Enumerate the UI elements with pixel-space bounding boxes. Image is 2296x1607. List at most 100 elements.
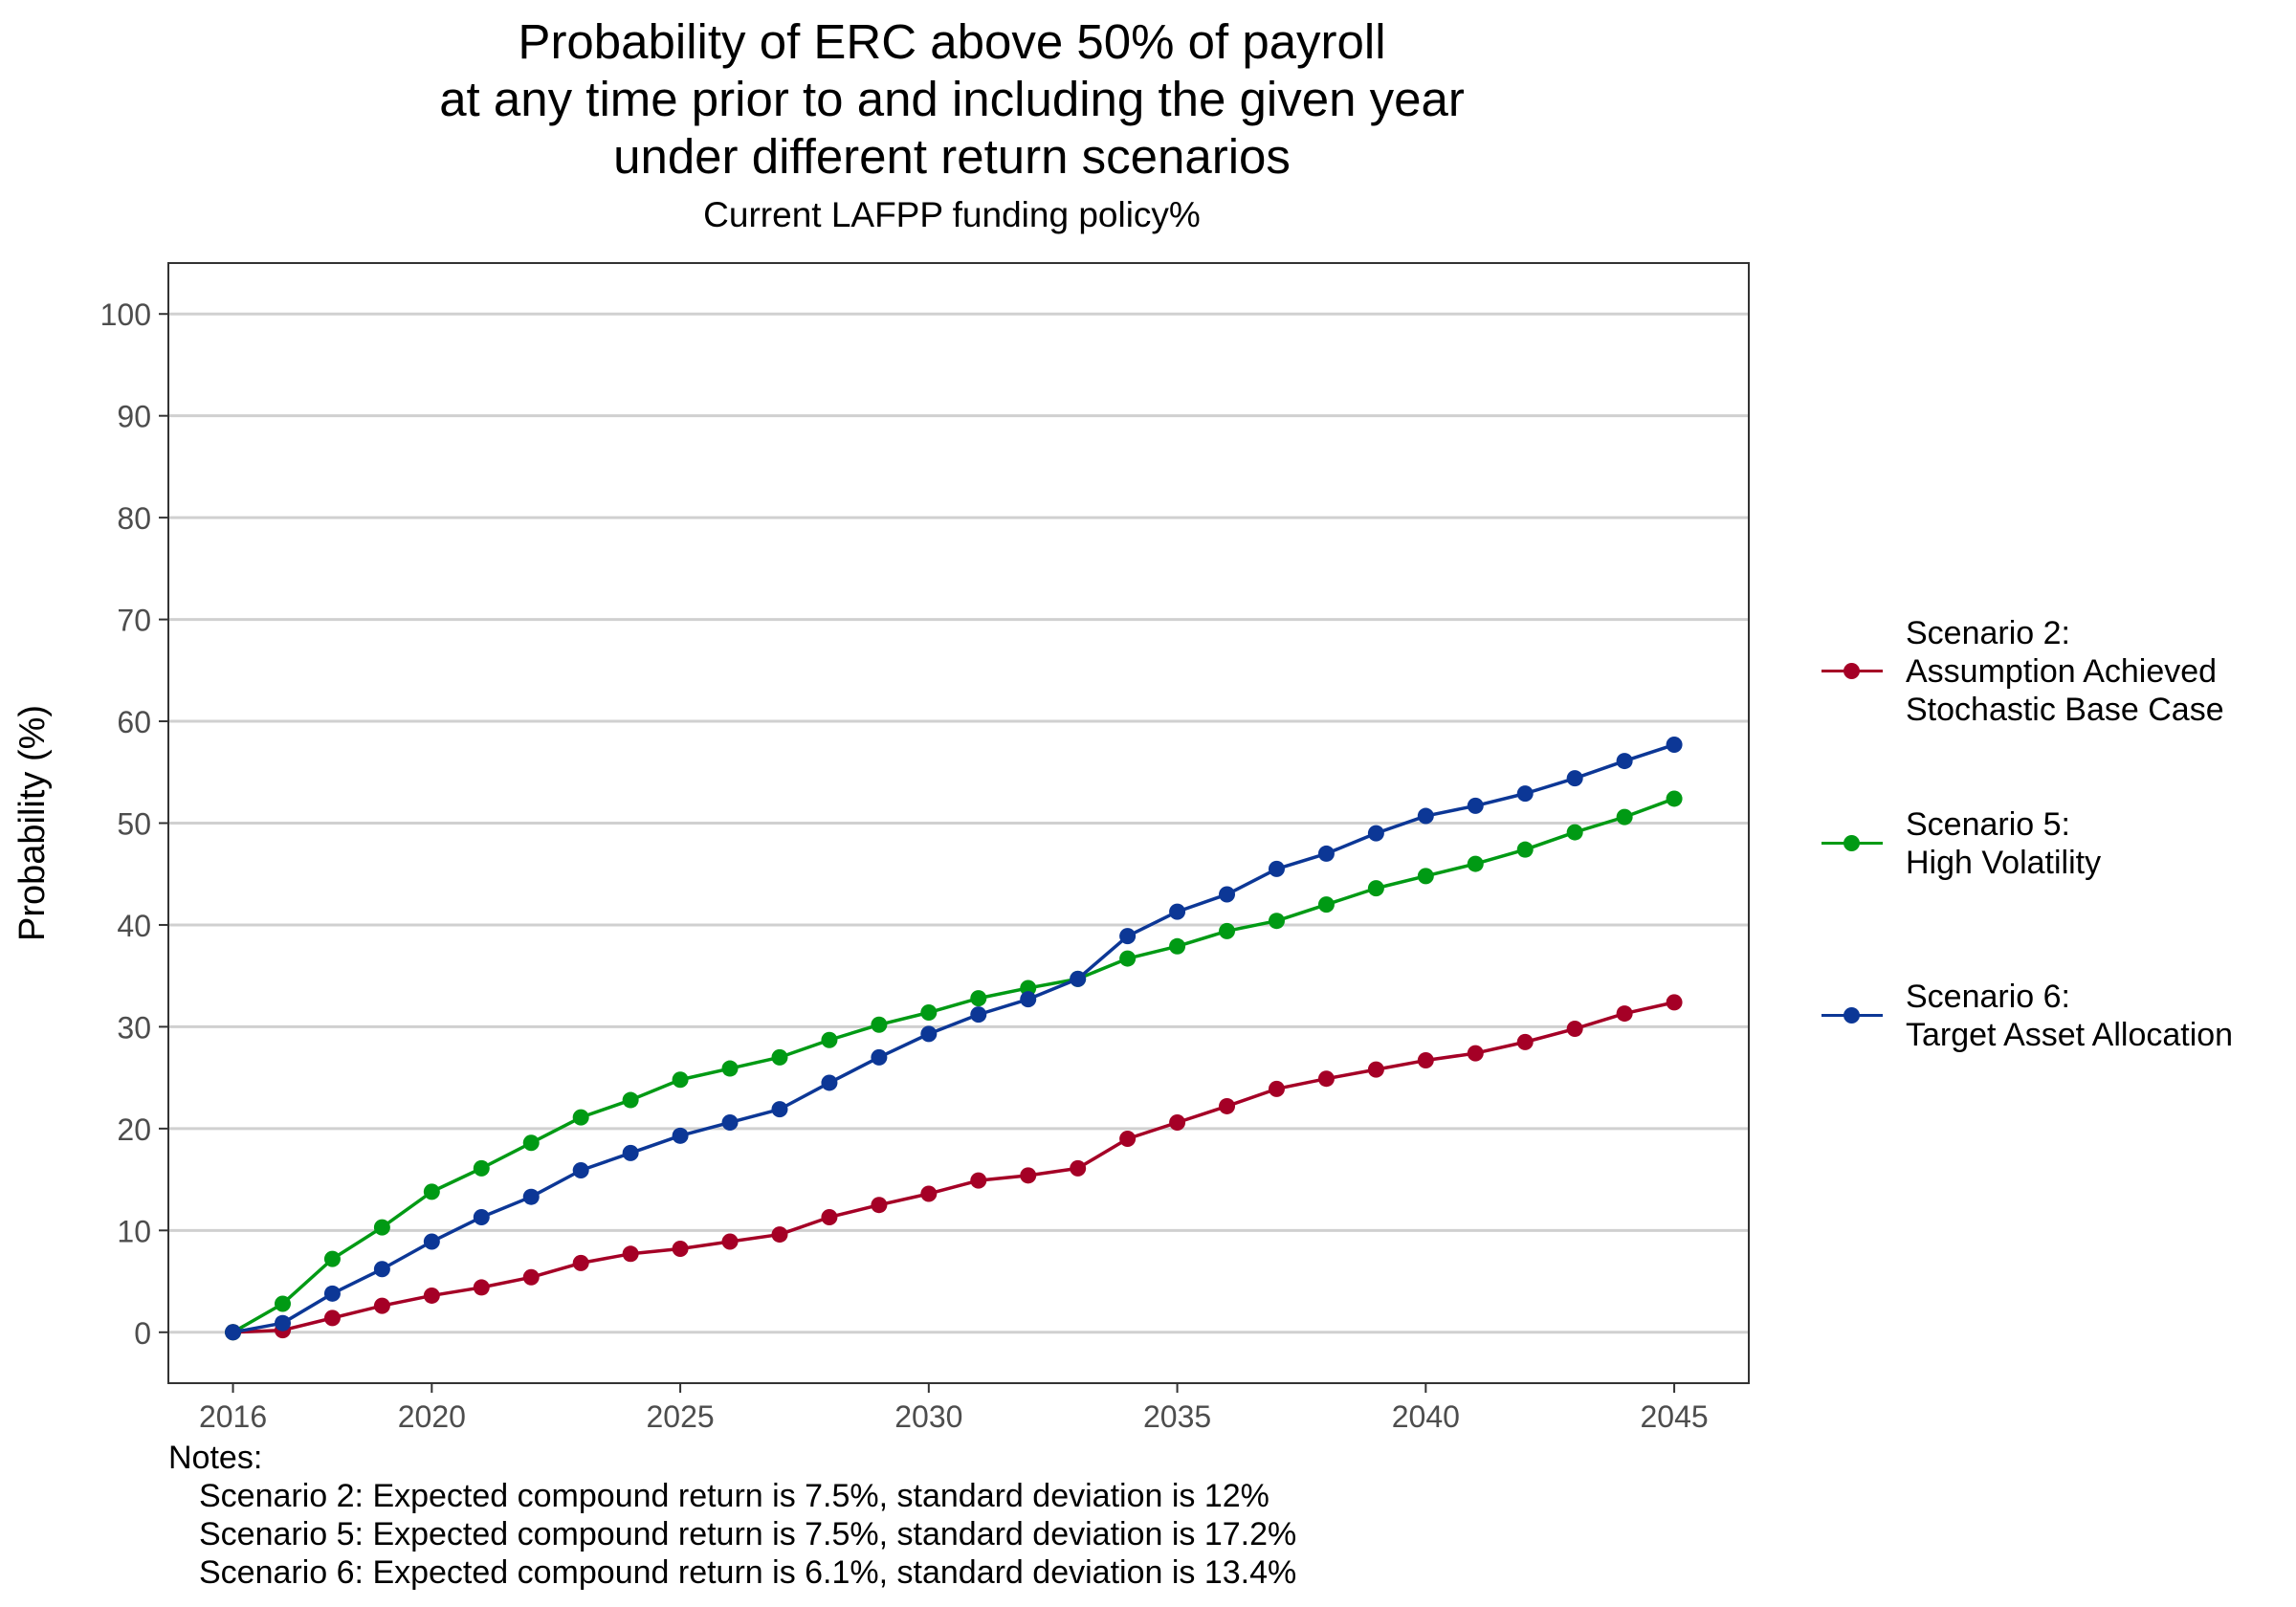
legend-label-line: Scenario 2:: [1906, 615, 2070, 651]
data-point: [1119, 1131, 1137, 1148]
data-point: [225, 1324, 242, 1341]
series-line-1: [232, 797, 1675, 1334]
data-point: [1616, 1005, 1633, 1023]
data-point: [721, 1113, 739, 1131]
x-tick-label: 2030: [894, 1399, 962, 1434]
data-point: [1119, 928, 1137, 945]
data-point: [1666, 790, 1683, 807]
x-tick-label: 2045: [1640, 1399, 1708, 1434]
chart-title-line-1: Probability of ERC above 50% of payroll: [518, 14, 1386, 69]
data-point: [1367, 880, 1384, 897]
data-point: [473, 1279, 490, 1296]
chart-title-line-3: under different return scenarios: [613, 129, 1291, 184]
data-point: [622, 1091, 639, 1109]
legend-label-line: Scenario 6:: [1906, 979, 2070, 1015]
data-point: [423, 1287, 440, 1304]
data-point: [423, 1183, 440, 1200]
gridlines: [168, 312, 1749, 1334]
data-point: [970, 1172, 987, 1189]
data-point: [1516, 785, 1534, 803]
legend-label-line: Target Asset Allocation: [1906, 1017, 2234, 1053]
legend-label-line: Assumption Achieved: [1906, 653, 2218, 690]
data-point: [1516, 841, 1534, 858]
data-point: [1467, 855, 1484, 872]
data-point: [1020, 1167, 1037, 1184]
data-point: [1317, 845, 1335, 862]
data-point: [1666, 994, 1683, 1011]
data-point: [323, 1250, 341, 1267]
data-point: [871, 1048, 888, 1066]
x-tick-label: 2025: [646, 1399, 714, 1434]
legend-label-line: High Volatility: [1906, 845, 2102, 881]
data-point: [1070, 1159, 1087, 1177]
data-point: [1268, 860, 1285, 877]
data-point: [1070, 970, 1087, 987]
data-point: [821, 1208, 838, 1225]
data-point: [672, 1240, 689, 1257]
legend-label-scenario-2: Scenario 2: Assumption Achieved Stochast…: [1906, 614, 2224, 729]
y-tick-label: 30: [117, 1010, 151, 1045]
y-tick-label: 60: [117, 705, 151, 739]
data-point: [871, 1197, 888, 1214]
legend-key-scenario-2: [1818, 652, 1887, 691]
data-point: [721, 1060, 739, 1077]
data-point: [473, 1159, 490, 1177]
data-point: [1268, 913, 1285, 930]
data-point: [1666, 737, 1683, 754]
series-layer: [225, 737, 1683, 1341]
legend-key-scenario-5: [1818, 825, 1887, 863]
data-point: [672, 1071, 689, 1089]
data-point: [721, 1233, 739, 1250]
x-tick-label: 2040: [1392, 1399, 1460, 1434]
legend-label-scenario-6: Scenario 6: Target Asset Allocation: [1906, 978, 2233, 1054]
data-point: [1417, 807, 1434, 825]
data-point: [1219, 922, 1236, 939]
data-point: [1566, 824, 1583, 841]
y-tick-label: 20: [117, 1112, 151, 1147]
data-point: [1268, 1080, 1285, 1097]
data-point: [871, 1016, 888, 1033]
data-point: [821, 1031, 838, 1048]
legend-label-line: Scenario 5:: [1906, 806, 2070, 843]
data-point: [771, 1048, 788, 1066]
y-tick-label: 0: [134, 1316, 151, 1351]
data-point: [1367, 825, 1384, 842]
data-point: [1169, 937, 1186, 955]
data-point: [1219, 886, 1236, 903]
x-tick-label: 2035: [1143, 1399, 1211, 1434]
data-point: [821, 1074, 838, 1091]
data-point: [1516, 1033, 1534, 1050]
note-line-scenario-5: Scenario 5: Expected compound return is …: [199, 1516, 1297, 1552]
y-tick-label: 70: [117, 604, 151, 638]
y-axis-label: Probability (%): [12, 705, 53, 941]
data-point: [1317, 1070, 1335, 1088]
data-point: [1317, 896, 1335, 914]
data-point: [373, 1219, 390, 1236]
y-tick-label: 10: [117, 1214, 151, 1248]
data-point: [323, 1285, 341, 1302]
data-point: [522, 1188, 540, 1205]
note-line-scenario-2: Scenario 2: Expected compound return is …: [199, 1478, 1269, 1514]
data-point: [423, 1233, 440, 1250]
data-point: [970, 990, 987, 1007]
data-point: [1467, 1045, 1484, 1062]
data-point: [473, 1208, 490, 1225]
series-line-0: [232, 1001, 1675, 1334]
y-tick-label: 50: [117, 807, 151, 842]
data-point: [622, 1144, 639, 1161]
data-point: [672, 1127, 689, 1144]
data-point: [1020, 980, 1037, 997]
data-point: [572, 1254, 589, 1271]
data-point: [1616, 808, 1633, 826]
data-point: [572, 1162, 589, 1179]
x-tick-label: 2020: [398, 1399, 466, 1434]
y-tick-label: 100: [100, 297, 151, 332]
data-point: [1219, 1097, 1236, 1114]
chart-notes: Notes: Scenario 2: Expected compound ret…: [168, 1439, 1296, 1592]
chart-title-line-2: at any time prior to and including the g…: [439, 72, 1465, 126]
y-tick-label: 90: [117, 400, 151, 434]
data-point: [970, 1006, 987, 1024]
data-point: [771, 1101, 788, 1118]
data-point: [1566, 770, 1583, 787]
